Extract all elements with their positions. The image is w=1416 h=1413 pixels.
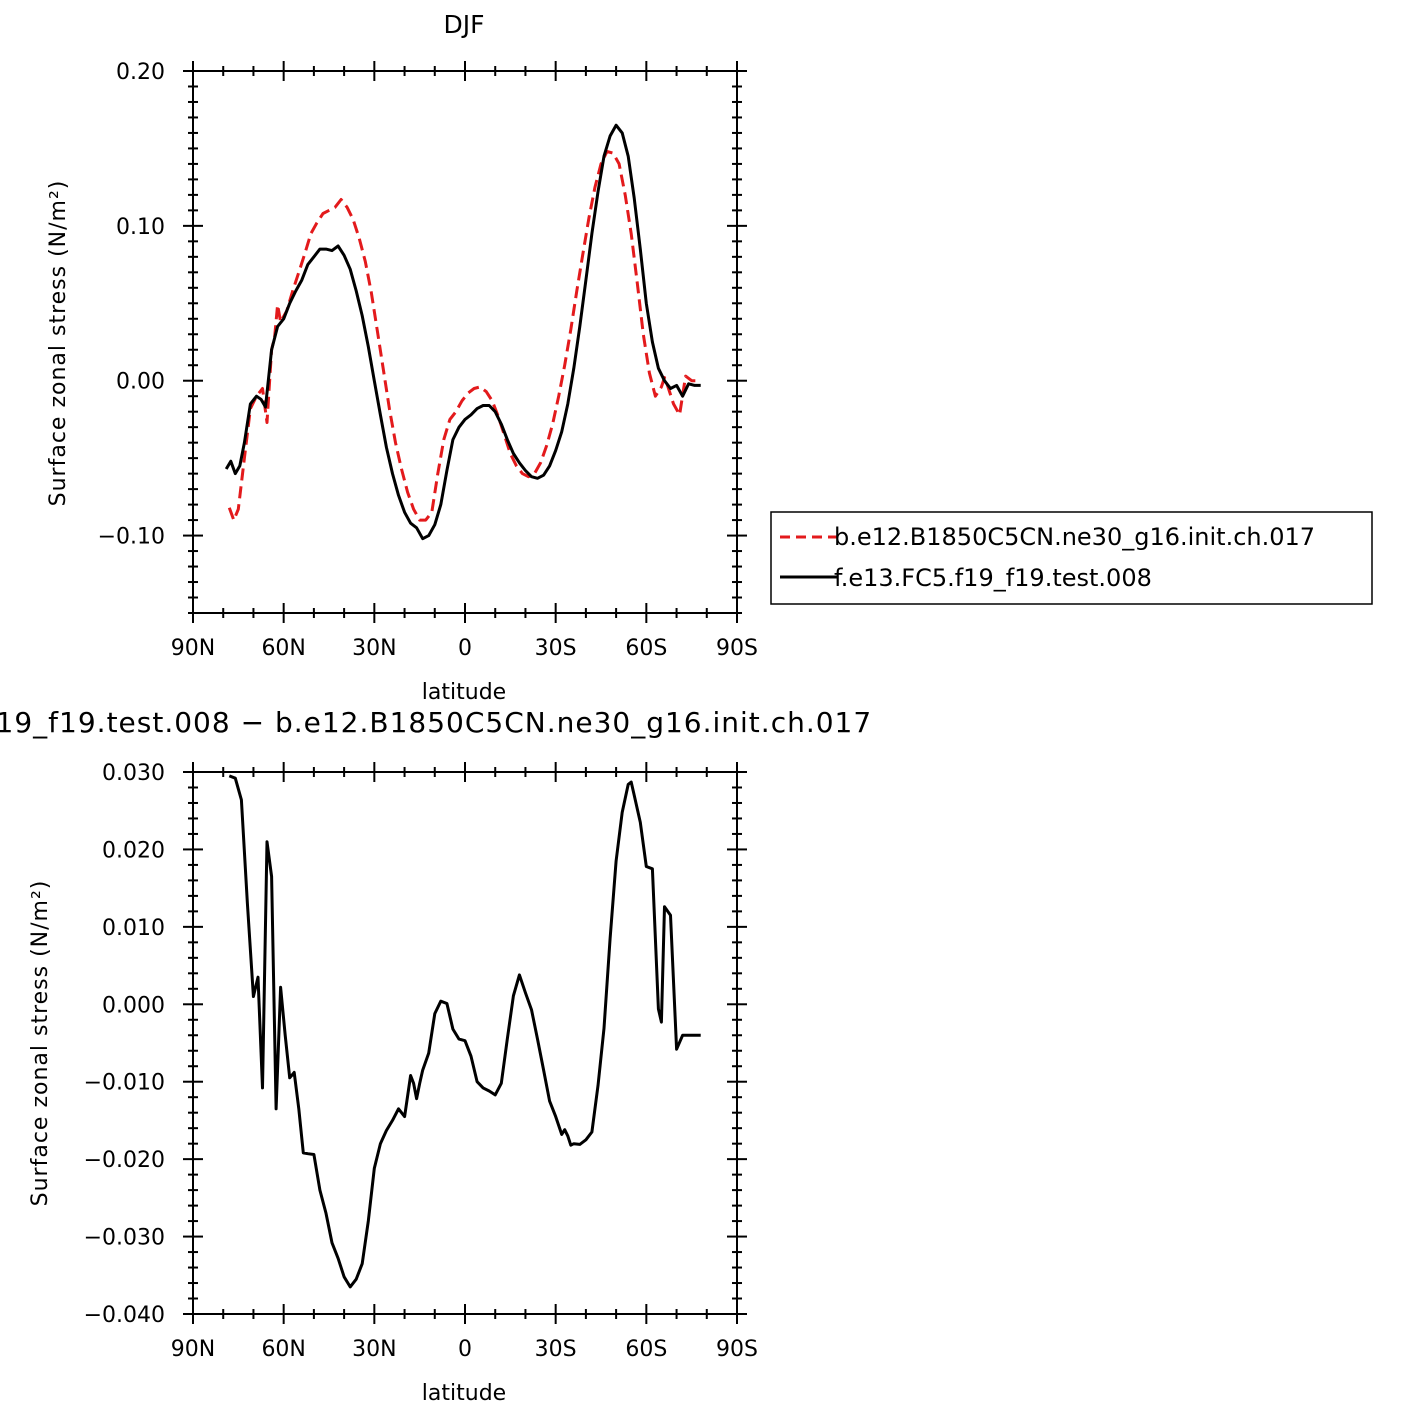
series-line — [224, 123, 701, 541]
x-tick-label: 90N — [171, 1337, 215, 1362]
x-tick-label: 30S — [535, 636, 577, 661]
y-tick-label: −0.040 — [84, 1303, 165, 1328]
y-tick-label: 0.20 — [116, 60, 165, 85]
y-tick-label: −0.10 — [98, 525, 165, 550]
top-panel-x-axis-label: latitude — [422, 680, 506, 705]
bottom-panel-series — [228, 774, 701, 1289]
top-panel-plot-frame — [192, 70, 738, 614]
top-panel: DJF Surface zonal stress (N/m²) latitude… — [46, 10, 758, 705]
legend-box — [770, 511, 1373, 605]
x-tick-label: 0 — [458, 636, 472, 661]
legend: b.e12.B1850C5CN.ne30_g16.init.ch.017 f.e… — [770, 511, 1373, 605]
bottom-panel-plot-frame — [192, 771, 738, 1315]
x-tick-label: 60N — [261, 636, 305, 661]
x-tick-label: 90N — [171, 636, 215, 661]
x-tick-label: 30N — [352, 1337, 396, 1362]
x-tick-label: 90S — [716, 1337, 758, 1362]
x-tick-label: 60N — [261, 1337, 305, 1362]
y-tick-label: 0.010 — [102, 916, 165, 941]
top-panel-ticks: 90N 60N 30N 0 30S 60S 90S −0.10 0.00 0.10 0.20 — [98, 60, 758, 661]
bottom-panel-x-axis-label: latitude — [422, 1381, 506, 1406]
x-tick-label: 90S — [716, 636, 758, 661]
x-tick-label: 30S — [535, 1337, 577, 1362]
x-tick-label: 60S — [625, 1337, 667, 1362]
x-tick-label: 0 — [458, 1337, 472, 1362]
y-tick-label: 0.020 — [102, 838, 165, 863]
top-panel-y-axis-label: Surface zonal stress (N/m²) — [46, 180, 71, 507]
legend-entry-label: f.e13.FC5.f19_f19.test.008 — [834, 564, 1152, 592]
bottom-panel-title: f.e13.FC5.f19_f19.test.008 − b.e12.B1850… — [0, 706, 872, 739]
y-tick-label: 0.030 — [102, 761, 165, 786]
top-panel-title: DJF — [443, 10, 484, 39]
series-line — [228, 774, 701, 1289]
y-tick-label: −0.010 — [84, 1071, 165, 1096]
bottom-panel-ticks: 90N 60N 30N 0 30S 60S 90S −0.040 −0.030 −0.020 −0.… — [84, 761, 758, 1362]
bottom-panel-y-axis-label: Surface zonal stress (N/m²) — [28, 880, 53, 1207]
y-tick-label: 0.000 — [102, 993, 165, 1018]
bottom-panel: f.e13.FC5.f19_f19.test.008 − b.e12.B1850… — [0, 706, 872, 1406]
y-tick-label: −0.030 — [84, 1226, 165, 1251]
x-tick-label: 60S — [625, 636, 667, 661]
legend-entry-label: b.e12.B1850C5CN.ne30_g16.init.ch.017 — [834, 523, 1315, 551]
x-tick-label: 30N — [352, 636, 396, 661]
series-line — [227, 150, 698, 522]
y-tick-label: 0.00 — [116, 370, 165, 395]
y-tick-label: 0.10 — [116, 215, 165, 240]
top-panel-series — [224, 123, 701, 541]
y-tick-label: −0.020 — [84, 1148, 165, 1173]
